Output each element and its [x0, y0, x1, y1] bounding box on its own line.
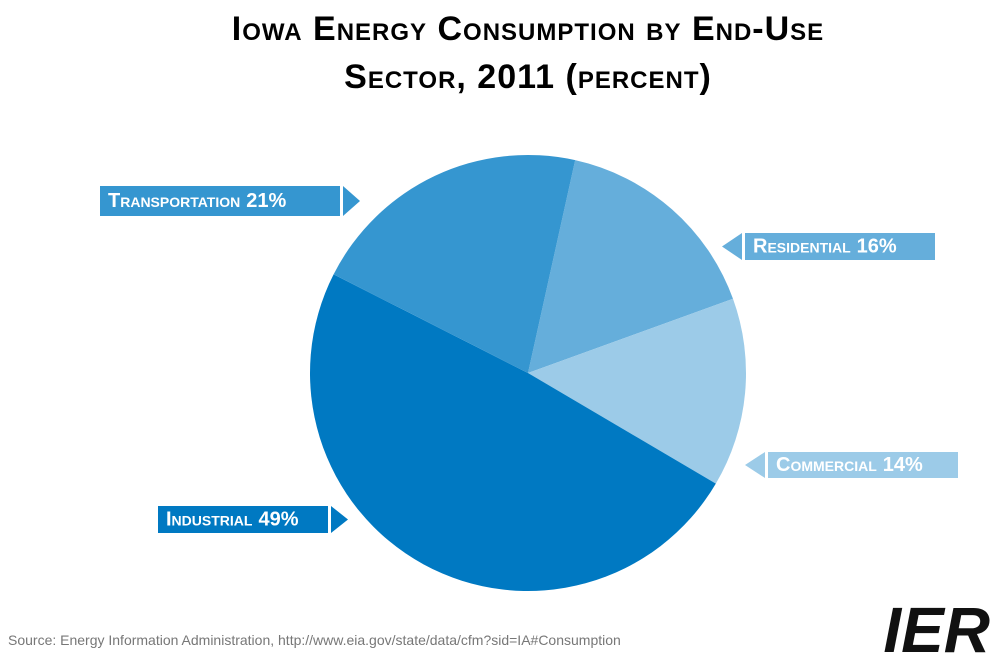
- label-box: [158, 506, 328, 533]
- slice-label: Industrial 49%: [166, 509, 299, 531]
- label-arrow: [745, 452, 765, 478]
- pie-slice: [310, 274, 716, 591]
- slice-label: Commercial 14%: [776, 454, 923, 476]
- pie-slice: [528, 160, 733, 373]
- slice-label: Residential 16%: [753, 236, 897, 258]
- pie-slice: [333, 155, 576, 373]
- label-box: [745, 233, 935, 260]
- category-label: Transportation: [108, 190, 240, 212]
- chart-title: Iowa Energy Consumption by End-Use: [232, 10, 824, 48]
- value-label: 21%: [246, 190, 286, 212]
- label-arrow: [722, 233, 742, 260]
- logo: IER: [883, 594, 990, 666]
- value-label: 14%: [883, 454, 923, 476]
- chart-subtitle: Sector, 2011 (percent): [344, 58, 712, 96]
- source: Source: Energy Information Administratio…: [8, 632, 621, 648]
- category-label: Commercial: [776, 454, 877, 476]
- category-label: Industrial: [166, 509, 253, 531]
- value-label: 16%: [857, 236, 897, 258]
- label-box: [100, 186, 340, 216]
- label-arrow: [331, 506, 348, 533]
- label-arrow: [343, 186, 360, 216]
- value-label: 49%: [258, 509, 298, 531]
- pie-slice: [528, 298, 746, 484]
- label-box: [768, 452, 958, 478]
- slice-label: Transportation 21%: [108, 190, 286, 212]
- category-label: Residential: [753, 236, 851, 258]
